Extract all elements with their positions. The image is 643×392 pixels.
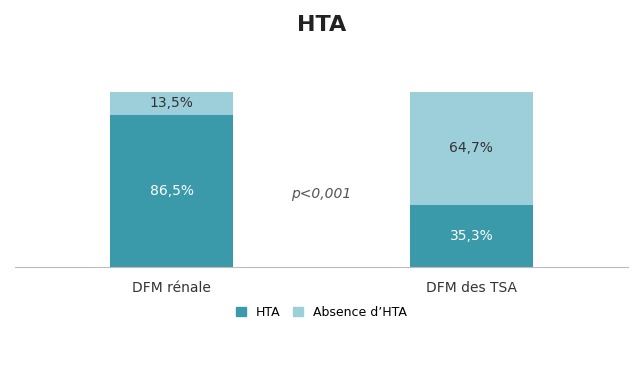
Legend: HTA, Absence d’HTA: HTA, Absence d’HTA <box>232 302 411 323</box>
Bar <box>410 92 532 205</box>
Bar <box>410 205 532 267</box>
Title: HTA: HTA <box>297 15 346 35</box>
Text: 35,3%: 35,3% <box>449 229 493 243</box>
Text: 64,7%: 64,7% <box>449 142 493 156</box>
Text: 86,5%: 86,5% <box>150 184 194 198</box>
Text: 13,5%: 13,5% <box>150 96 194 111</box>
Bar <box>111 92 233 115</box>
Bar <box>111 115 233 267</box>
Text: p<0,001: p<0,001 <box>291 187 352 201</box>
